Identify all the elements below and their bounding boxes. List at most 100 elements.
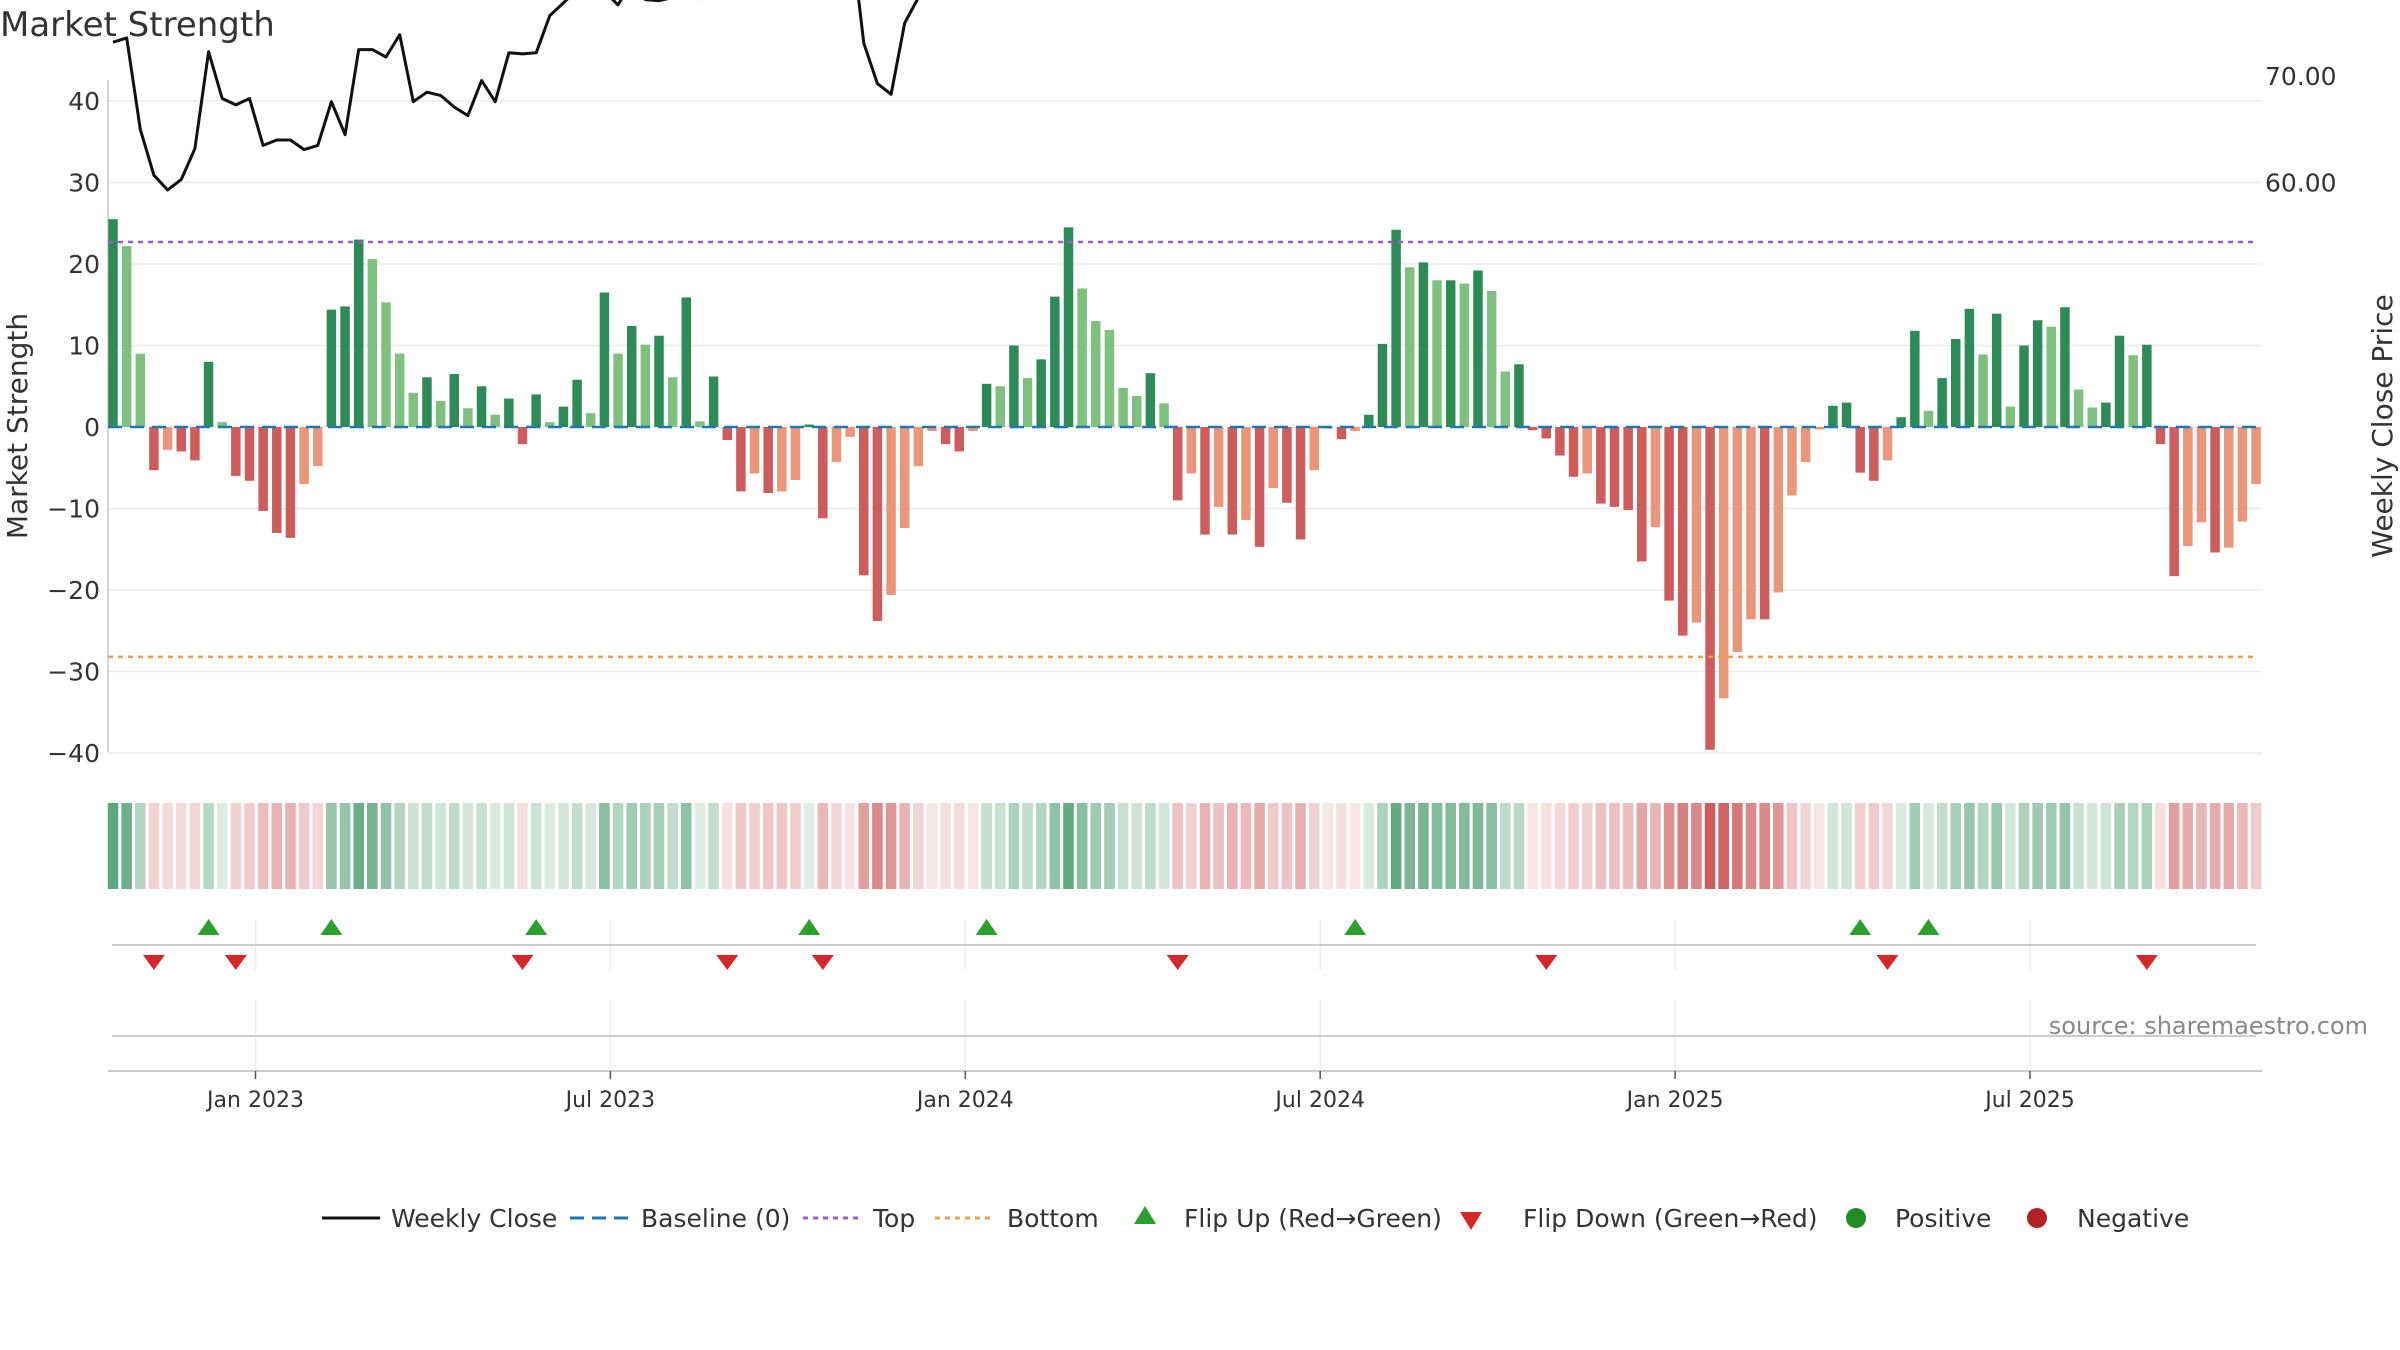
y2-axis-label: Weekly Close Price: [2366, 294, 2399, 557]
heat-cell: [230, 803, 242, 889]
heat-cell: [353, 803, 364, 889]
positive-bar: [1364, 414, 1374, 427]
positive-bar: [1022, 378, 1033, 427]
legend-bottom-label: Bottom: [1007, 1204, 1099, 1233]
positive-bar: [626, 325, 637, 427]
heat-cell: [844, 803, 856, 889]
heat-cell: [1540, 803, 1552, 889]
heat-cell: [1445, 803, 1456, 889]
negative-bar: [722, 427, 732, 441]
positive-bar: [1132, 396, 1142, 427]
heat-cell: [107, 803, 119, 889]
heat-cell: [380, 803, 392, 889]
date-tick-label: Jan 2025: [1625, 1088, 1724, 1113]
heat-cell: [462, 803, 474, 889]
y-tick-label: −20: [47, 576, 100, 605]
positive-bar: [1159, 403, 1169, 427]
flip-up-marker: [320, 919, 343, 935]
flip-panel: [112, 919, 2256, 970]
heat-cell: [626, 803, 637, 889]
positive-bar: [1050, 296, 1060, 427]
positive-bar: [1923, 410, 1934, 427]
date-axis-ticks: Jan 2023 Jul 2023 Jan 2024 Jul 2024 Jan 2025…: [205, 1071, 2075, 1113]
date-panel: Jan 2023 Jul 2023 Jan 2024 Jul 2024 Jan 2025…: [108, 1000, 2368, 1113]
legend-negative-label: Negative: [2077, 1204, 2189, 1233]
heat-cell: [667, 803, 678, 889]
positive-bar: [1978, 354, 1988, 427]
positive-bar: [586, 413, 596, 427]
heat-cell: [216, 803, 228, 889]
positive-bar: [367, 259, 378, 427]
heat-cell: [762, 803, 774, 889]
heat-cell: [1568, 803, 1579, 889]
heat-cell: [640, 803, 651, 889]
positive-bar: [2101, 402, 2111, 427]
positive-bar: [572, 379, 582, 427]
positive-bar: [2005, 406, 2016, 427]
legend-weekly-close: Weekly Close: [322, 1204, 557, 1233]
heat-cell: [653, 803, 665, 889]
heat-cell: [339, 803, 351, 889]
negative-bar: [954, 427, 965, 452]
positive-bar: [449, 374, 459, 427]
negative-bar: [1732, 427, 1743, 652]
positive-bar: [681, 297, 692, 427]
heat-cell: [1677, 803, 1689, 889]
negative-bar: [1295, 427, 1306, 540]
heat-cell: [1404, 803, 1416, 889]
heat-cell: [2005, 803, 2016, 889]
negative-bar: [1172, 427, 1183, 501]
negative-bar: [1718, 427, 1729, 699]
flip-up-marker: [1917, 919, 1940, 935]
heat-cell: [271, 803, 283, 889]
heat-cell: [1022, 803, 1033, 889]
positive-bar: [2060, 307, 2070, 427]
heat-cell: [1595, 803, 1607, 889]
heat-cell: [872, 803, 883, 889]
negative-bar: [777, 427, 787, 492]
negative-bar: [231, 427, 241, 476]
positive-bar: [1459, 283, 1470, 427]
legend-baseline-label: Baseline (0): [641, 1204, 790, 1233]
heat-cell: [175, 803, 187, 889]
heat-cell: [1786, 803, 1798, 889]
negative-bar: [1650, 427, 1661, 528]
flip-down-marker: [1166, 955, 1189, 970]
positive-bar: [2046, 326, 2057, 427]
positive-bar: [1500, 371, 1511, 427]
date-tick-label: Jul 2025: [1983, 1088, 2075, 1113]
negative-bar: [913, 427, 924, 467]
flip-down-marker: [1876, 955, 1899, 970]
negative-bar: [790, 427, 801, 480]
heat-cell: [503, 803, 515, 889]
heat-cell: [749, 803, 760, 889]
legend-flip-up: Flip Up (Red→Green): [1134, 1204, 1442, 1233]
positive-bar: [353, 239, 364, 427]
heat-cell: [1759, 803, 1770, 889]
heat-cell: [1267, 803, 1279, 889]
flip-markers: [142, 919, 2158, 970]
heat-cell: [1158, 803, 1170, 889]
negative-bar: [1691, 427, 1702, 623]
negative-bar: [1268, 427, 1278, 489]
heat-cell: [1117, 803, 1129, 889]
heat-cell: [1308, 803, 1320, 889]
heat-cell: [544, 803, 556, 889]
heat-cell: [954, 803, 965, 889]
positive-bar: [667, 377, 678, 427]
strength-heat-strip: [107, 803, 2262, 889]
negative-bar: [2169, 427, 2179, 577]
positive-bar: [121, 246, 132, 427]
heat-cell: [1704, 803, 1716, 889]
heat-cell: [121, 803, 132, 889]
heat-cell: [257, 803, 269, 889]
heat-cell: [1390, 803, 1402, 889]
legend-flip-down: Flip Down (Green→Red): [1460, 1204, 1818, 1233]
heat-cell: [489, 803, 501, 889]
heat-cell: [1663, 803, 1675, 889]
positive-bar: [558, 406, 569, 427]
heat-cell: [831, 803, 842, 889]
negative-bar: [736, 427, 746, 492]
positive-bar: [1486, 290, 1497, 427]
